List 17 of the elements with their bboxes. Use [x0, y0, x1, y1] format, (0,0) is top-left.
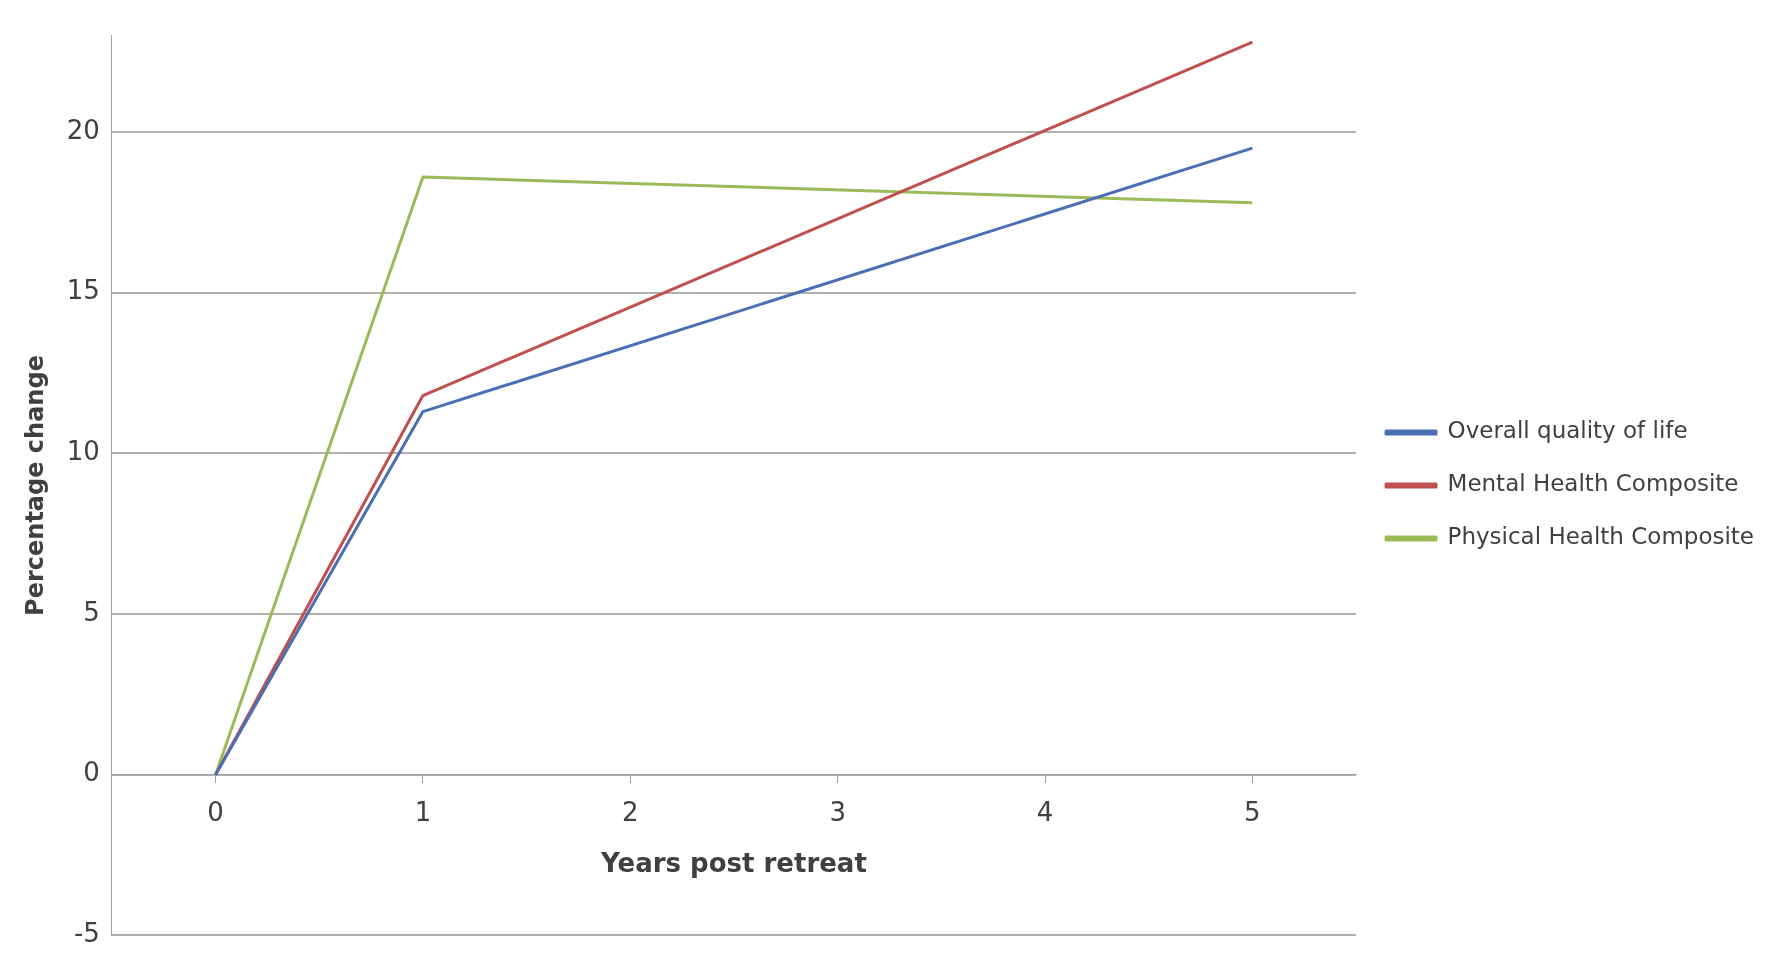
- legend-label: Mental Health Composite: [1447, 470, 1739, 497]
- x-tick-label: 1: [414, 797, 432, 828]
- x-tick-label: 5: [1244, 797, 1261, 828]
- y-tick-label: 20: [66, 114, 100, 145]
- x-tick-label: 3: [829, 797, 846, 828]
- x-tick-label: 4: [1036, 797, 1054, 828]
- legend-label: Physical Health Composite: [1447, 523, 1755, 550]
- y-axis-title: Percentage change: [20, 355, 49, 616]
- y-tick-label: 5: [83, 596, 100, 627]
- x-tick-label: 0: [207, 797, 224, 828]
- x-tick-label: 2: [622, 797, 639, 828]
- y-tick-label: 10: [66, 436, 100, 467]
- y-tick-label: -5: [73, 918, 100, 949]
- legend-label: Overall quality of life: [1447, 417, 1688, 444]
- x-axis-title: Years post retreat: [600, 848, 867, 879]
- y-tick-label: 15: [66, 275, 100, 306]
- y-tick-label: 0: [83, 757, 100, 788]
